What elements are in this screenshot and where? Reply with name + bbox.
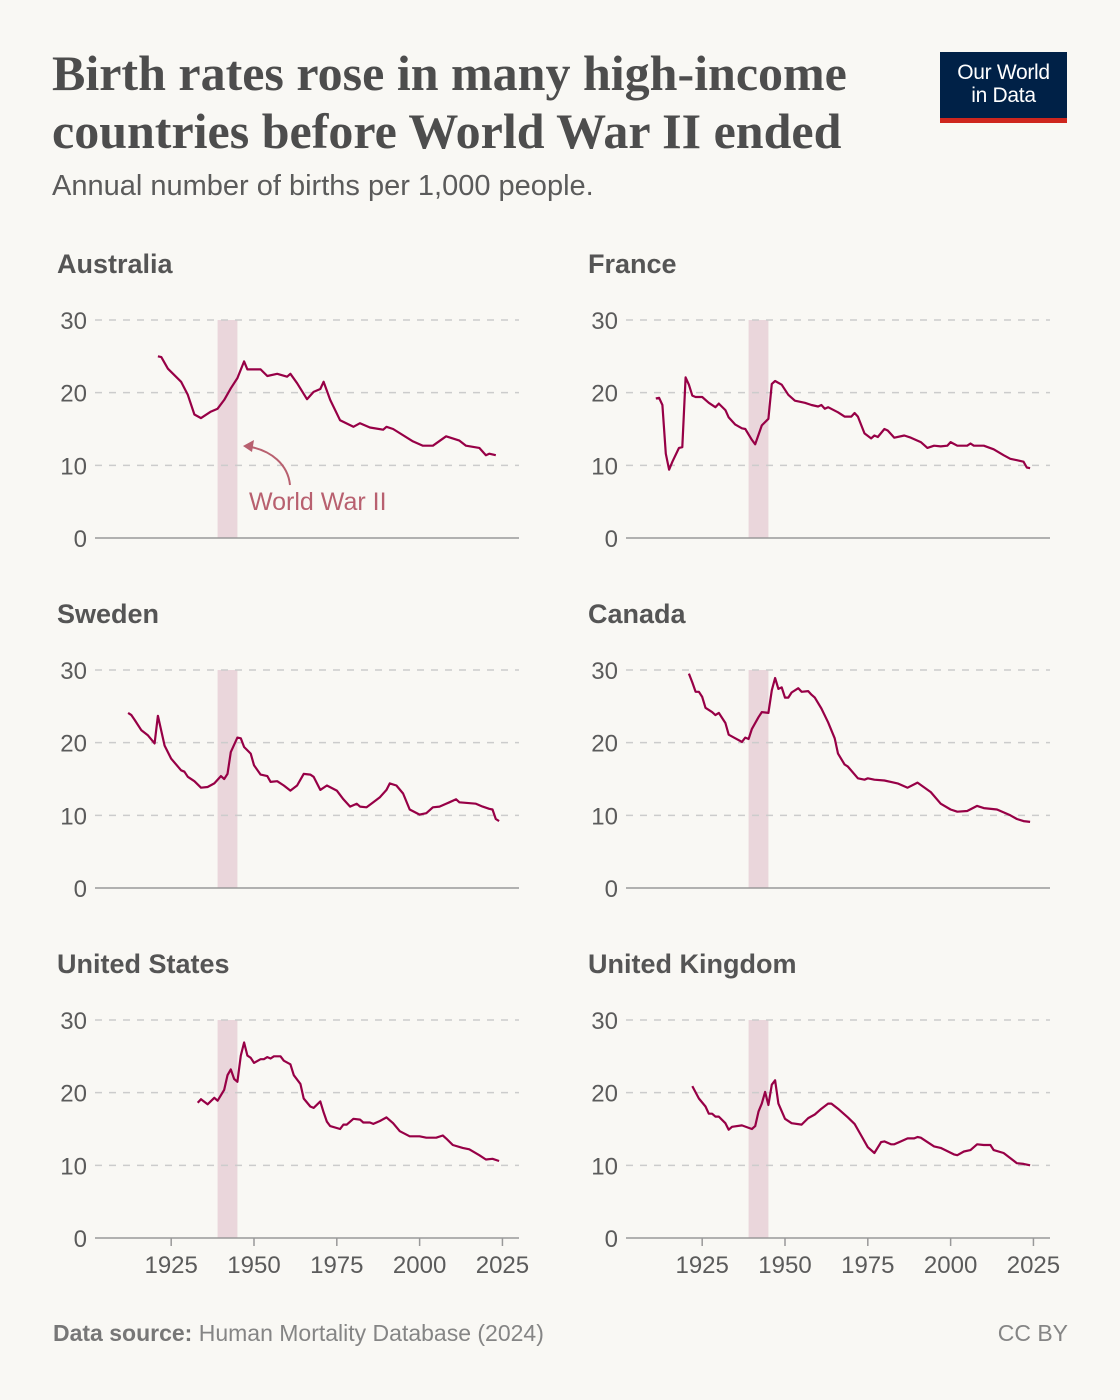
x-tick-label: 1950 bbox=[227, 1252, 280, 1279]
series-line-sweden bbox=[127, 711, 500, 823]
series-line-australia bbox=[157, 355, 497, 457]
wwii-shaded-region bbox=[217, 320, 238, 538]
wwii-shaded-region bbox=[748, 1020, 769, 1238]
y-tick-label: 30 bbox=[60, 658, 87, 685]
chart-subtitle: Annual number of births per 1,000 people… bbox=[52, 170, 594, 202]
x-tick-label: 1925 bbox=[675, 1252, 728, 1279]
y-tick-label: 10 bbox=[591, 453, 618, 480]
y-tick-label: 10 bbox=[591, 803, 618, 830]
y-tick-label: 0 bbox=[605, 876, 618, 903]
series-line-united-states bbox=[196, 1041, 500, 1163]
y-tick-label: 10 bbox=[591, 1153, 618, 1180]
y-tick-label: 10 bbox=[60, 1153, 87, 1180]
logo-line-1: Our World bbox=[957, 61, 1050, 84]
wwii-shaded-region bbox=[217, 670, 238, 888]
panel-title: Sweden bbox=[57, 599, 159, 629]
series-line-canada bbox=[687, 673, 1031, 823]
x-tick-label: 2025 bbox=[1007, 1252, 1060, 1279]
y-tick-label: 0 bbox=[74, 526, 87, 553]
series-line-france bbox=[655, 376, 1031, 471]
y-tick-label: 10 bbox=[60, 453, 87, 480]
y-tick-label: 30 bbox=[60, 308, 87, 335]
series-line-united-kingdom bbox=[691, 1079, 1031, 1167]
annotation-label: World War II bbox=[249, 488, 387, 516]
x-tick-label: 2000 bbox=[393, 1252, 446, 1279]
wwii-shaded-region bbox=[217, 1020, 238, 1238]
y-tick-label: 0 bbox=[605, 526, 618, 553]
panel-title: France bbox=[588, 249, 677, 279]
y-tick-label: 20 bbox=[591, 731, 618, 758]
x-tick-label: 1950 bbox=[758, 1252, 811, 1279]
wwii-shaded-region bbox=[748, 320, 769, 538]
y-tick-label: 10 bbox=[60, 803, 87, 830]
annotation-arrowhead-icon bbox=[243, 440, 254, 452]
wwii-shaded-region bbox=[748, 670, 769, 888]
x-tick-label: 1975 bbox=[841, 1252, 894, 1279]
panel-title: Australia bbox=[57, 249, 174, 279]
y-tick-label: 30 bbox=[591, 308, 618, 335]
y-tick-label: 0 bbox=[605, 1226, 618, 1253]
x-tick-label: 1925 bbox=[144, 1252, 197, 1279]
y-tick-label: 20 bbox=[60, 381, 87, 408]
annotation-arrow bbox=[245, 445, 291, 486]
y-tick-label: 0 bbox=[74, 876, 87, 903]
data-source-link[interactable]: Human Mortality Database (2024) bbox=[192, 1320, 544, 1346]
y-tick-label: 0 bbox=[74, 1226, 87, 1253]
data-source: Data source: Human Mortality Database (2… bbox=[53, 1320, 544, 1347]
y-tick-label: 20 bbox=[60, 1081, 87, 1108]
chart-title: Birth rates rose in many high-income cou… bbox=[52, 45, 847, 159]
y-tick-label: 20 bbox=[591, 1081, 618, 1108]
x-tick-label: 2000 bbox=[924, 1252, 977, 1279]
y-tick-label: 20 bbox=[60, 731, 87, 758]
panel-title: United States bbox=[57, 949, 230, 979]
y-tick-label: 20 bbox=[591, 381, 618, 408]
logo-line-2: in Data bbox=[971, 84, 1036, 107]
license-link[interactable]: CC BY bbox=[997, 1320, 1068, 1346]
y-tick-label: 30 bbox=[60, 1008, 87, 1035]
y-tick-label: 30 bbox=[591, 658, 618, 685]
panel-title: Canada bbox=[588, 599, 687, 629]
data-source-label: Data source: bbox=[53, 1320, 193, 1346]
panel-title: United Kingdom bbox=[588, 949, 796, 979]
owid-logo[interactable]: Our World in Data bbox=[940, 52, 1067, 123]
x-tick-label: 2025 bbox=[476, 1252, 529, 1279]
x-tick-label: 1975 bbox=[310, 1252, 363, 1279]
y-tick-label: 30 bbox=[591, 1008, 618, 1035]
